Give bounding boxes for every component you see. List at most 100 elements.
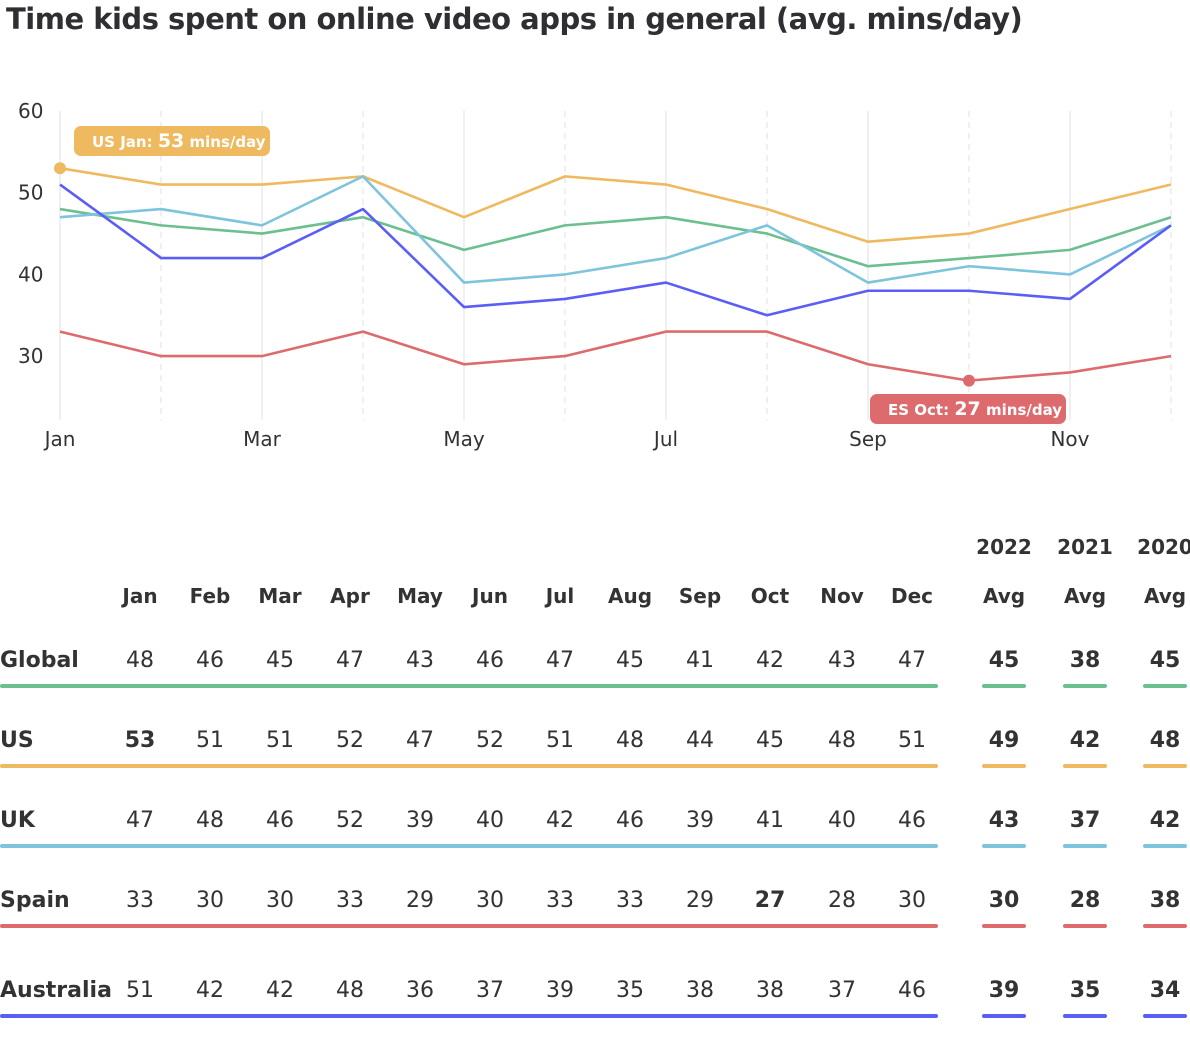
avg-year-header: 2021: [1057, 535, 1113, 559]
table-cell: 43: [406, 648, 434, 673]
annotation-prefix: US Jan:: [92, 133, 158, 151]
table-cell: 38: [756, 978, 784, 1003]
table-cell: 46: [196, 648, 224, 673]
x-tick-label: Mar: [243, 427, 282, 451]
annotation-suffix: mins/day: [981, 401, 1062, 419]
avg-cell: 43: [988, 808, 1020, 833]
avg-underline: [1143, 844, 1187, 848]
table-cell: 48: [336, 978, 364, 1003]
avg-year-header: 2022: [976, 535, 1032, 559]
annotation-prefix: ES Oct:: [888, 401, 954, 419]
avg-cell: 35: [1069, 978, 1101, 1003]
row-label: Spain: [0, 888, 70, 913]
table-cell: 45: [616, 648, 644, 673]
table-cell: 42: [196, 978, 224, 1003]
avg-cell: 45: [988, 648, 1020, 673]
row-label: US: [0, 728, 34, 753]
table-cell: 30: [476, 888, 504, 913]
table-cell: 52: [336, 808, 364, 833]
annotation-label: ES Oct: 27 mins/day: [888, 398, 1062, 420]
y-tick-label: 40: [18, 262, 43, 286]
table-cell: 39: [686, 808, 714, 833]
row-underline: [0, 1014, 938, 1018]
avg-underline: [982, 1014, 1026, 1018]
table-cell: 51: [196, 728, 224, 753]
table-cell: 51: [266, 728, 294, 753]
y-tick-label: 50: [18, 181, 43, 205]
table-cell: 29: [406, 888, 434, 913]
table-cell: 45: [756, 728, 784, 753]
column-header: Mar: [258, 584, 302, 608]
avg-cell: 28: [1069, 888, 1101, 913]
row-underline: [0, 924, 938, 928]
table-cell: 33: [616, 888, 644, 913]
table-cell: 33: [336, 888, 364, 913]
y-tick-label: 60: [18, 99, 43, 123]
column-header: Apr: [330, 584, 370, 608]
table-cell: 44: [686, 728, 714, 753]
series-line-uk: [59, 175, 1172, 284]
avg-header: Avg: [982, 584, 1026, 608]
table-cell: 41: [756, 808, 784, 833]
table-cell: 37: [476, 978, 504, 1003]
column-header: Jun: [472, 584, 508, 608]
avg-cell: 37: [1069, 808, 1101, 833]
series-line-us: [59, 166, 1172, 244]
annotation-value: 27: [954, 398, 980, 420]
avg-cell: 38: [1069, 648, 1101, 673]
row-underline: [0, 684, 938, 688]
avg-cell: 39: [988, 978, 1020, 1003]
table-cell: 46: [898, 808, 926, 833]
annotation-dot: [54, 162, 66, 175]
table-cell: 42: [266, 978, 294, 1003]
table-cell: 51: [898, 728, 926, 753]
column-header: Aug: [607, 584, 653, 608]
avg-cell: 34: [1149, 978, 1181, 1003]
table-cell: 27: [754, 888, 786, 913]
avg-cell: 45: [1149, 648, 1181, 673]
table-cell: 35: [616, 978, 644, 1003]
column-header: Dec: [890, 584, 934, 608]
avg-underline: [982, 764, 1026, 768]
series-line-spain: [59, 330, 1172, 382]
column-header: Jul: [545, 584, 575, 608]
table-cell: 46: [476, 648, 504, 673]
table-cell: 37: [828, 978, 856, 1003]
avg-cell: 42: [1069, 728, 1101, 753]
table-cell: 39: [546, 978, 574, 1003]
avg-underline: [982, 844, 1026, 848]
column-header: Jan: [122, 584, 158, 608]
table-cell: 52: [336, 728, 364, 753]
column-header: Oct: [750, 584, 790, 608]
table-cell: 45: [266, 648, 294, 673]
table-cell: 46: [266, 808, 294, 833]
avg-underline: [982, 684, 1026, 688]
table-cell: 33: [126, 888, 154, 913]
table-cell: 30: [196, 888, 224, 913]
table-cell: 30: [898, 888, 926, 913]
table-cell: 33: [546, 888, 574, 913]
annotation-suffix: mins/day: [184, 133, 265, 151]
annotation-label: US Jan: 53 mins/day: [92, 130, 266, 152]
row-label: Australia: [0, 978, 112, 1003]
table-cell: 47: [546, 648, 574, 673]
table-cell: 47: [336, 648, 364, 673]
column-header: May: [397, 584, 443, 608]
annotation-value: 53: [158, 130, 184, 152]
row-underline: [0, 764, 938, 768]
table-cell: 47: [898, 648, 926, 673]
x-tick-label: Jan: [43, 427, 76, 451]
table-cell: 53: [124, 728, 156, 753]
table-cell: 48: [126, 648, 154, 673]
table-cell: 40: [828, 808, 856, 833]
avg-underline: [982, 924, 1026, 928]
series-line-global: [59, 207, 1172, 268]
avg-underline: [1063, 684, 1107, 688]
annotation-label-bg: [74, 126, 270, 156]
table-cell: 41: [686, 648, 714, 673]
avg-underline: [1143, 764, 1187, 768]
x-tick-label: Sep: [849, 427, 887, 451]
row-underline: [0, 844, 938, 848]
table-cell: 51: [126, 978, 154, 1003]
avg-underline: [1143, 924, 1187, 928]
